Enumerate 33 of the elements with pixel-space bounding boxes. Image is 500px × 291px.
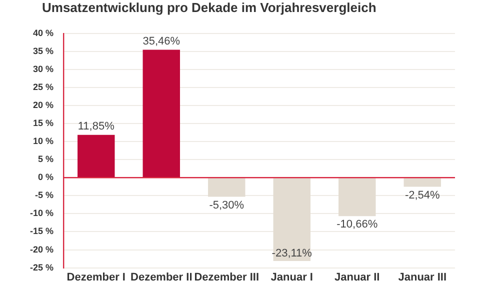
- y-tick-label: 25 %: [32, 82, 54, 92]
- data-label: -23,11%: [272, 248, 312, 260]
- y-tick-label: 5 %: [38, 154, 54, 164]
- data-label: -2,54%: [404, 189, 440, 202]
- data-label: -10,66%: [336, 218, 378, 231]
- x-tick-label: Januar III: [398, 271, 447, 284]
- data-label: -5,30%: [209, 199, 244, 212]
- chart-title: Umsatzentwicklung pro Dekade im Vorjahresvergleich: [42, 0, 376, 15]
- y-tick-label: -20 %: [30, 244, 54, 254]
- bar: [338, 178, 376, 216]
- y-tick-label: 15 %: [32, 118, 54, 128]
- y-tick-label: 35 %: [32, 46, 54, 56]
- data-label: 35,46%: [142, 35, 180, 48]
- x-tick-label: Dezember I: [66, 271, 126, 284]
- y-tick-label: -10 %: [30, 208, 54, 218]
- x-tick-label: Januar I: [270, 271, 313, 284]
- x-tick-label: Dezember III: [194, 271, 260, 284]
- y-tick-label: -15 %: [30, 226, 54, 236]
- y-tick-label: 20 %: [32, 100, 54, 110]
- y-tick-label: -25 %: [30, 262, 54, 272]
- y-tick-label: -5 %: [34, 190, 54, 200]
- x-tick-label: Dezember II: [130, 271, 192, 284]
- bar: [273, 178, 310, 261]
- x-tick-label: Januar II: [334, 271, 380, 284]
- bar: [404, 178, 441, 187]
- y-tick-label: 30 %: [32, 64, 54, 74]
- bar: [78, 134, 115, 178]
- y-tick-label: 10 %: [32, 136, 54, 146]
- data-label: 11,85%: [78, 120, 115, 132]
- bar: [142, 50, 180, 178]
- y-tick-label: 40 %: [32, 28, 54, 38]
- bar: [208, 178, 246, 197]
- y-tick-label: 0 %: [38, 172, 54, 182]
